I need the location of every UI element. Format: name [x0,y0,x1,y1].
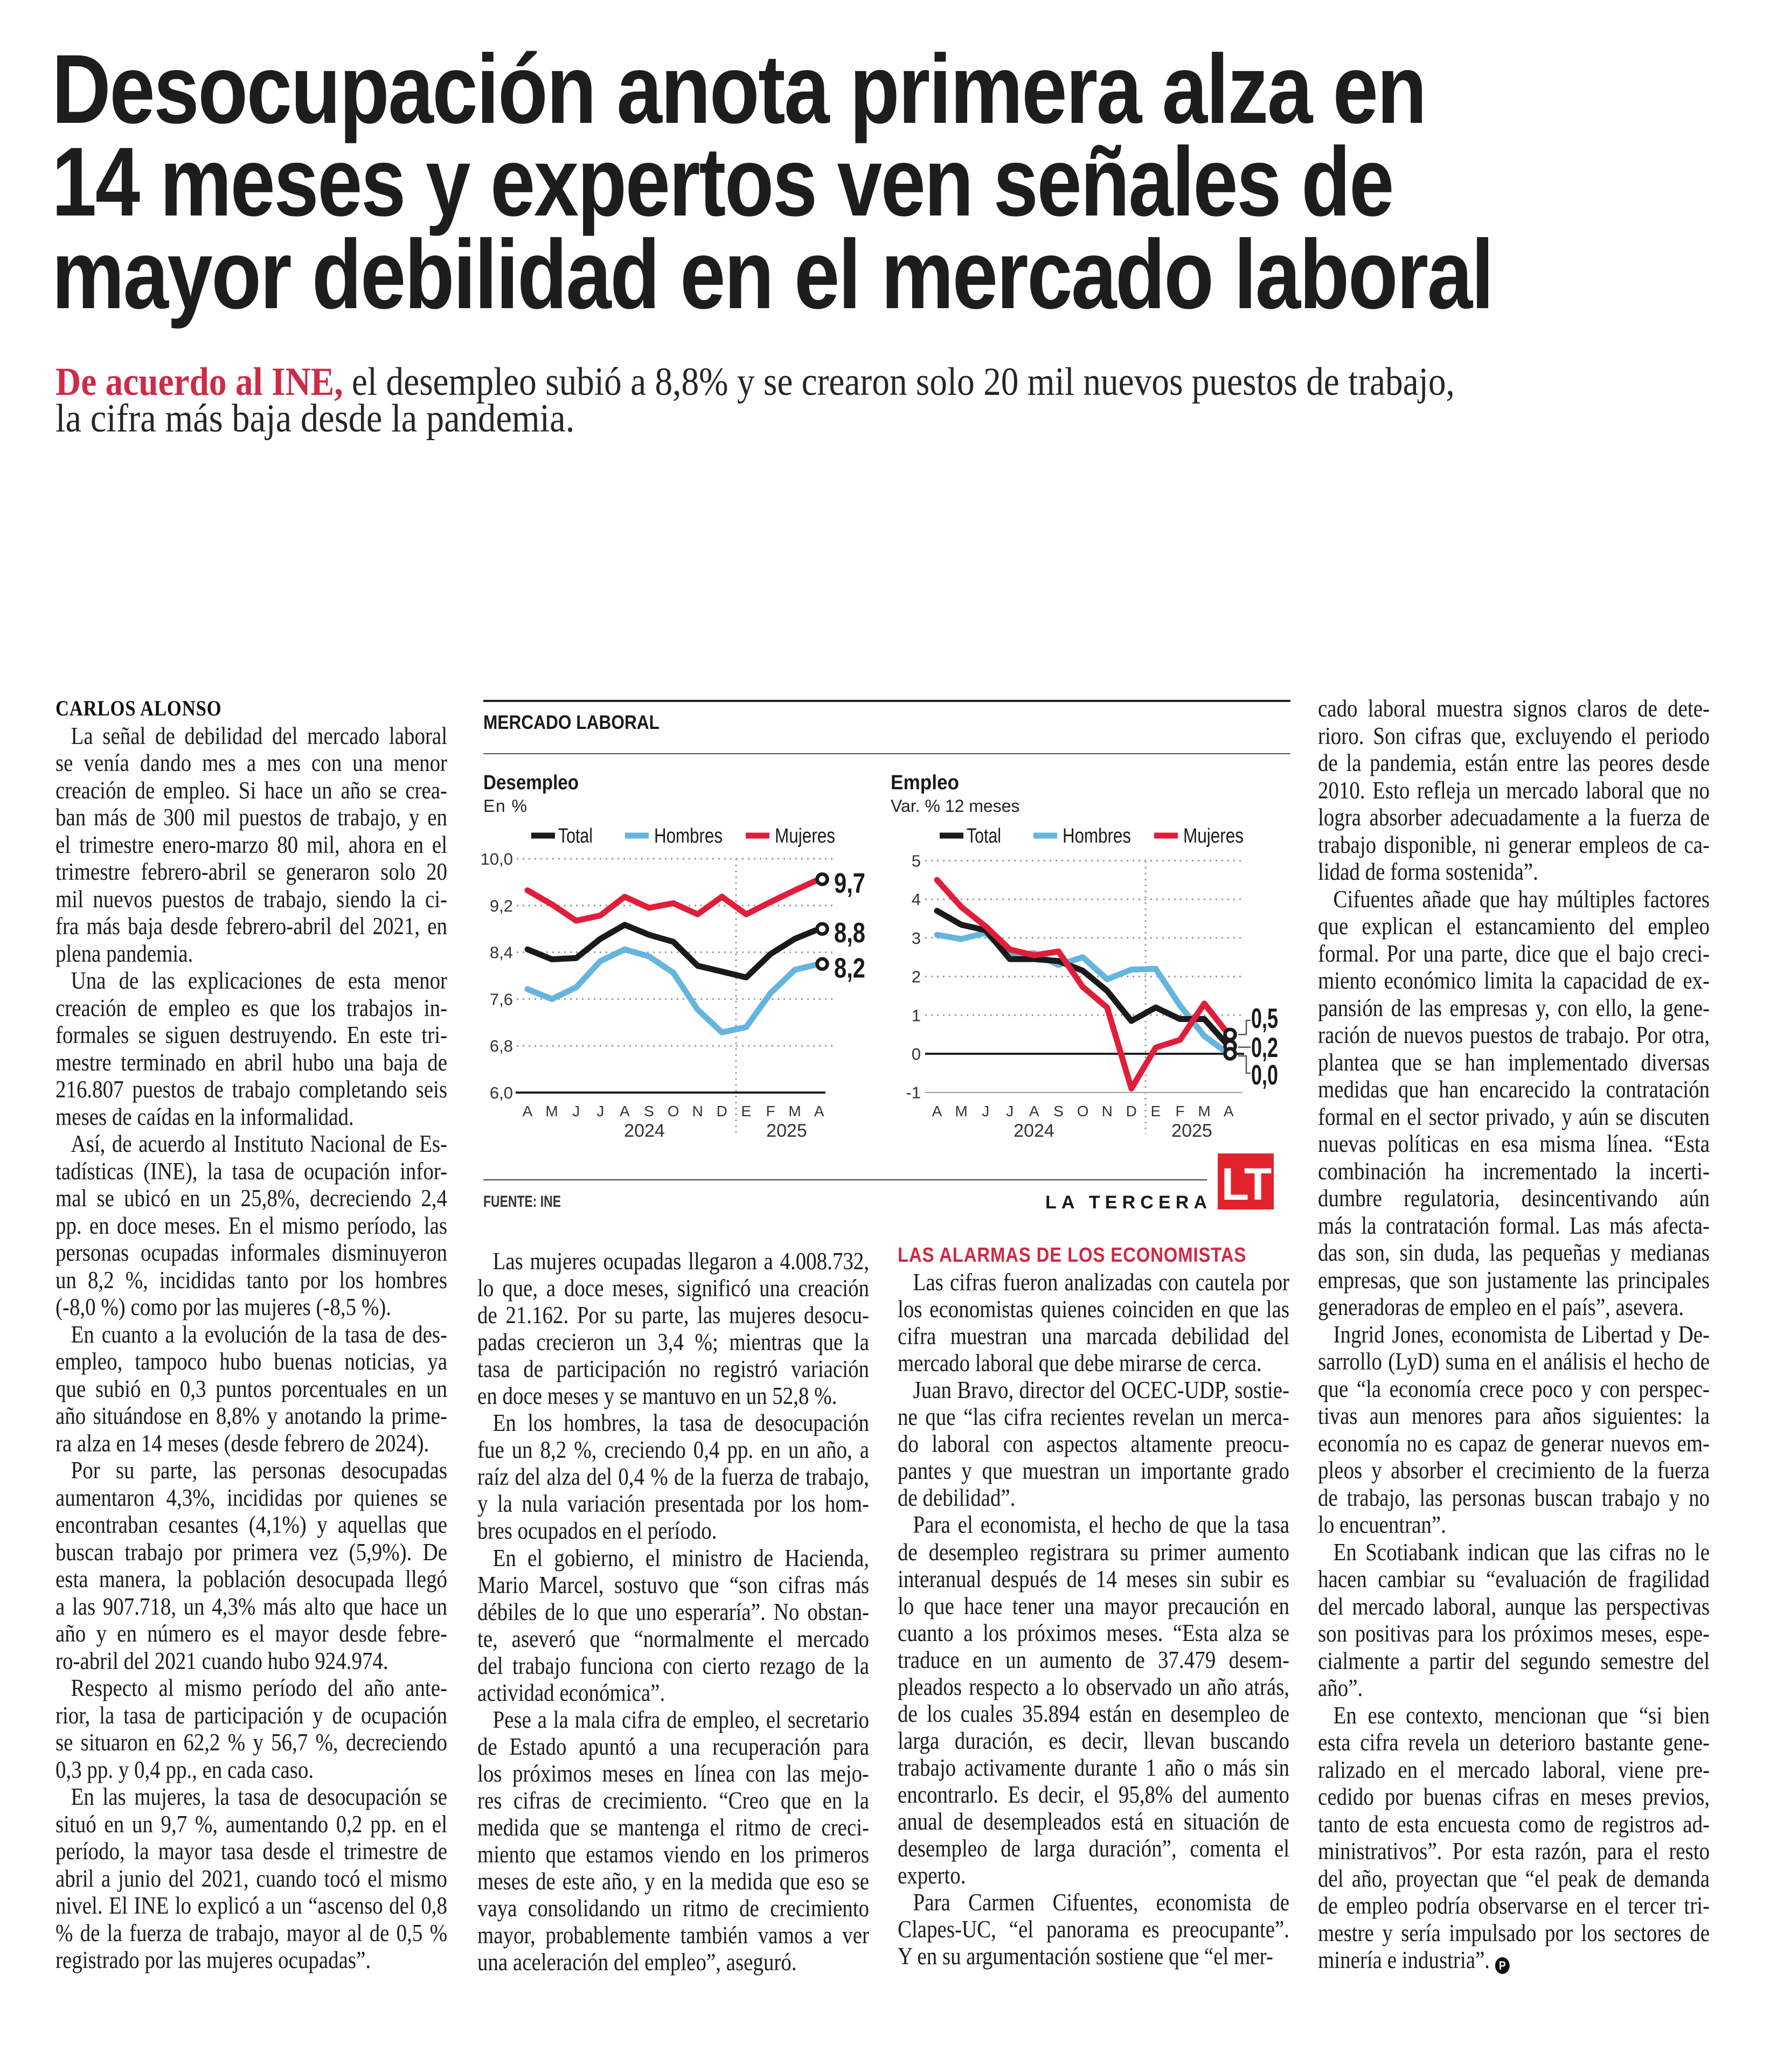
svg-text:F: F [1175,1103,1184,1120]
svg-text:Desempleo: Desempleo [483,771,579,794]
svg-text:J: J [1006,1103,1014,1120]
svg-text:4: 4 [912,890,921,909]
svg-text:D: D [717,1103,727,1120]
svg-text:8,4: 8,4 [490,943,513,962]
svg-text:0,5: 0,5 [1251,1003,1278,1034]
svg-text:2024: 2024 [1014,1121,1054,1141]
svg-text:M: M [955,1103,967,1120]
svg-text:10,0: 10,0 [481,850,513,868]
svg-text:S: S [1053,1103,1064,1120]
svg-text:A: A [1029,1103,1039,1120]
svg-text:O: O [668,1103,679,1120]
svg-text:Total: Total [558,825,593,847]
svg-text:En %: En % [483,796,527,816]
svg-text:O: O [1077,1103,1089,1120]
svg-text:9,2: 9,2 [490,896,513,915]
svg-text:2024: 2024 [624,1121,665,1141]
svg-text:A: A [814,1103,824,1120]
svg-text:Mujeres: Mujeres [1183,825,1244,847]
svg-text:E: E [1151,1103,1161,1120]
svg-text:6,0: 6,0 [490,1083,513,1102]
svg-text:Hombres: Hombres [654,825,723,847]
svg-text:8,8: 8,8 [834,917,865,949]
svg-text:2025: 2025 [1171,1121,1212,1141]
svg-text:3: 3 [912,929,921,948]
svg-text:6,8: 6,8 [490,1037,513,1055]
svg-text:J: J [572,1103,580,1120]
svg-text:LA TERCERA: LA TERCERA [1045,1192,1207,1213]
svg-text:9,7: 9,7 [834,868,865,899]
svg-text:A: A [620,1103,630,1120]
svg-text:2025: 2025 [766,1121,807,1141]
svg-text:2: 2 [912,968,921,986]
svg-text:M: M [1198,1103,1210,1120]
svg-text:J: J [982,1103,989,1120]
svg-text:FUENTE: INE: FUENTE: INE [483,1193,561,1211]
svg-text:Empleo: Empleo [891,771,959,794]
svg-text:Total: Total [967,825,1001,847]
svg-text:A: A [1224,1103,1234,1120]
svg-text:A: A [932,1103,942,1120]
svg-text:M: M [545,1103,558,1120]
svg-text:F: F [766,1103,775,1120]
svg-text:M: M [788,1103,801,1120]
svg-text:-1: -1 [906,1083,921,1102]
svg-text:A: A [523,1103,533,1120]
svg-text:8,2: 8,2 [834,952,865,984]
svg-text:MERCADO LABORAL: MERCADO LABORAL [483,711,660,733]
svg-text:Mujeres: Mujeres [775,825,835,847]
svg-text:S: S [644,1103,654,1120]
svg-text:0: 0 [912,1045,921,1063]
svg-text:LT: LT [1221,1159,1272,1209]
svg-text:0,2: 0,2 [1251,1032,1278,1063]
svg-text:E: E [741,1103,752,1120]
svg-text:N: N [1102,1103,1113,1120]
svg-text:5: 5 [912,852,921,871]
svg-text:1: 1 [912,1006,921,1025]
svg-text:Hombres: Hombres [1063,825,1131,847]
svg-text:N: N [692,1103,703,1120]
svg-text:Var. % 12 meses: Var. % 12 meses [891,796,1020,816]
svg-text:D: D [1126,1103,1137,1120]
svg-text:0,0: 0,0 [1251,1060,1278,1091]
svg-text:7,6: 7,6 [490,990,513,1009]
svg-text:J: J [596,1103,604,1120]
